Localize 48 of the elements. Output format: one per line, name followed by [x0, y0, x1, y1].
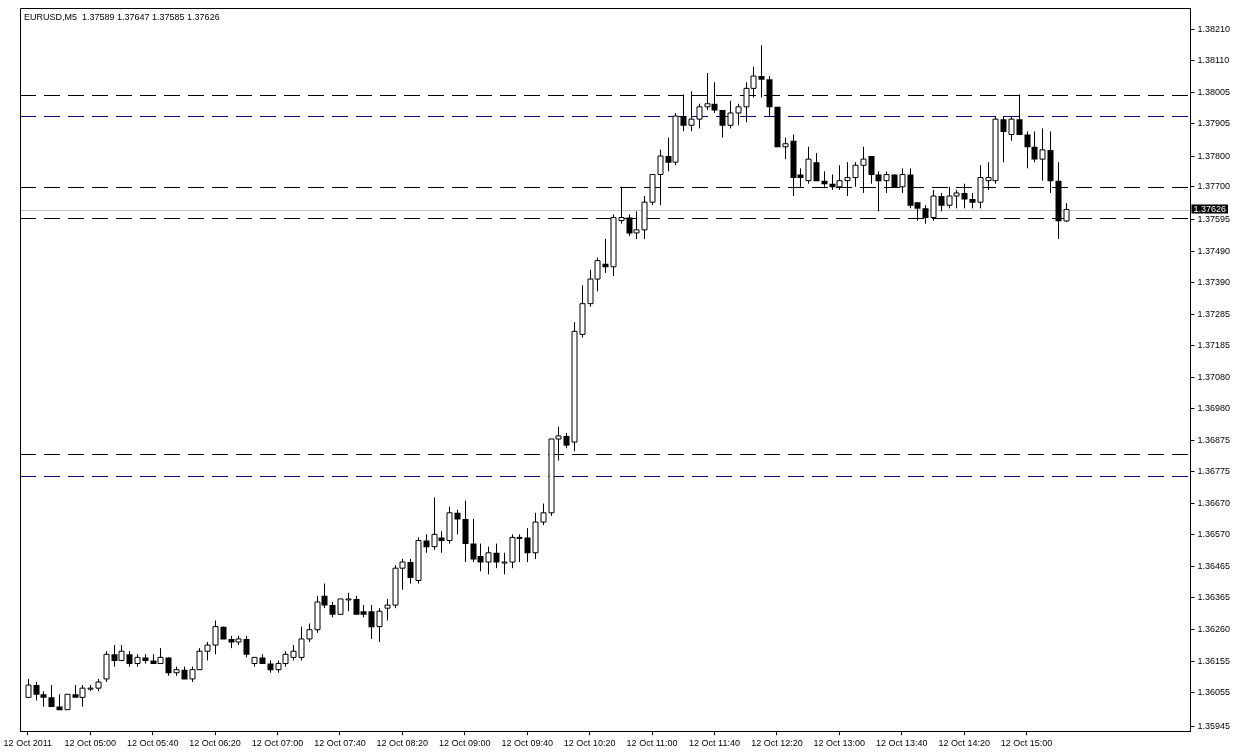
ref-line-label: 1.37626	[1193, 204, 1227, 215]
x-tick-label: 12 Oct 2011	[3, 738, 52, 749]
y-tick-label: 1.36875	[1197, 435, 1231, 446]
y-tick-label: 1.37905	[1197, 118, 1231, 129]
y-tick-label: 1.37285	[1197, 308, 1231, 319]
y-tick-label: 1.36570	[1197, 528, 1231, 539]
candlestick	[758, 44, 765, 99]
x-tick-label: 12 Oct 15:00	[1000, 738, 1053, 749]
y-tick-label: 1.37080	[1197, 371, 1231, 382]
y-tick-label: 1.38110	[1197, 55, 1230, 66]
y-tick-label: 1.36365	[1197, 591, 1231, 602]
y-tick-label: 1.36775	[1197, 465, 1231, 476]
y-tick-label: 1.36055	[1197, 687, 1231, 698]
y-tick-label: 1.37700	[1197, 181, 1231, 192]
y-tick-label: 1.36465	[1197, 561, 1231, 572]
y-tick-label: 1.37595	[1197, 213, 1231, 224]
y-tick-label: 1.36260	[1197, 624, 1231, 635]
x-tick-label: 12 Oct 07:00	[251, 738, 304, 749]
x-tick-label: 12 Oct 06:20	[189, 738, 241, 749]
x-tick-label: 12 Oct 11:40	[689, 738, 740, 749]
candlestick	[1024, 130, 1031, 169]
x-tick-label: 12 Oct 14:20	[938, 738, 990, 749]
x-tick-label: 12 Oct 08:20	[376, 738, 429, 749]
y-tick-label: 1.38005	[1197, 87, 1231, 98]
y-tick-label: 1.35945	[1197, 721, 1231, 732]
x-tick-label: 12 Oct 13:00	[813, 738, 866, 749]
x-tick-label: 12 Oct 09:00	[439, 738, 491, 749]
y-tick-label: 1.36155	[1197, 656, 1231, 667]
x-tick-label: 12 Oct 11:00	[626, 738, 678, 749]
x-tick-label: 12 Oct 13:40	[875, 738, 928, 749]
x-tick-label: 12 Oct 07:40	[314, 738, 366, 749]
x-tick-label: 12 Oct 09:40	[501, 738, 553, 749]
x-tick-label: 12 Oct 12:20	[751, 738, 803, 749]
y-tick-label: 1.37490	[1197, 245, 1231, 256]
y-tick-label: 1.37800	[1197, 150, 1231, 161]
y-tick-label: 1.37185	[1197, 339, 1231, 350]
x-tick-label: 12 Oct 05:00	[64, 738, 116, 749]
candlestick	[813, 152, 820, 182]
candlestick	[454, 509, 461, 535]
y-tick-label: 1.38210	[1197, 24, 1231, 35]
x-tick-label: 12 Oct 10:20	[563, 738, 616, 749]
y-tick-label: 1.37390	[1197, 276, 1231, 287]
candlestick	[243, 635, 250, 658]
candlestick	[48, 684, 55, 708]
chart-title: EURUSD,M5 1.37589 1.37647 1.37585 1.37626	[24, 11, 220, 22]
y-tick-label: 1.36980	[1197, 402, 1231, 413]
x-tick-label: 12 Oct 05:40	[126, 738, 179, 749]
y-tick-label: 1.36670	[1197, 498, 1231, 509]
